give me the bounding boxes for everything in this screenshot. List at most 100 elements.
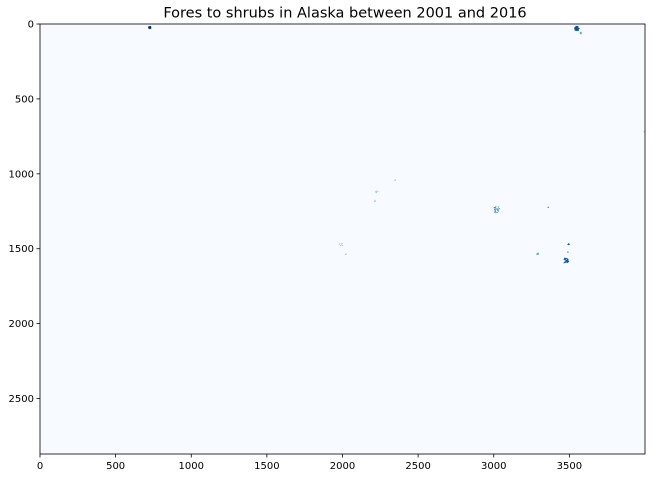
- change-pixel: [576, 26, 578, 28]
- change-pixel: [496, 208, 498, 210]
- change-pixel: [498, 208, 500, 210]
- change-pixel: [575, 29, 577, 31]
- change-pixel: [497, 208, 499, 210]
- change-pixel: [580, 31, 582, 33]
- change-pixel: [575, 25, 577, 27]
- change-pixel: [340, 243, 342, 245]
- change-pixel: [340, 245, 342, 247]
- change-pixel: [575, 27, 577, 29]
- change-pixel: [577, 27, 579, 29]
- change-pixel: [574, 29, 576, 31]
- change-pixels: [148, 25, 645, 264]
- x-tick-label: 0: [37, 461, 43, 472]
- change-pixel: [537, 252, 539, 254]
- x-tick-label: 500: [106, 461, 125, 472]
- change-pixel: [148, 26, 150, 28]
- x-tick-label: 1000: [179, 461, 204, 472]
- change-pixel: [496, 208, 498, 210]
- change-pixel: [563, 259, 565, 261]
- change-pixel: [577, 25, 579, 27]
- change-pixel: [495, 206, 497, 208]
- change-pixel: [374, 199, 376, 201]
- change-pixel: [339, 243, 341, 245]
- x-tick-label: 3000: [481, 461, 506, 472]
- change-pixel: [565, 259, 567, 261]
- change-pixel: [375, 190, 377, 192]
- change-pixel: [566, 258, 568, 260]
- change-pixel: [494, 209, 496, 211]
- heatmap-image: [40, 24, 645, 454]
- chart-title: Fores to shrubs in Alaska between 2001 a…: [163, 6, 526, 22]
- change-pixel: [375, 191, 377, 193]
- y-tick-label: 2000: [9, 319, 34, 330]
- change-pixel: [564, 258, 566, 260]
- change-pixel: [575, 28, 577, 30]
- y-tick-label: 0: [28, 20, 34, 31]
- change-pixel: [497, 206, 499, 208]
- change-pixel: [568, 244, 570, 246]
- change-pixel: [148, 27, 150, 29]
- change-pixel: [495, 212, 497, 214]
- change-pixel: [643, 131, 645, 133]
- change-pixel: [577, 27, 579, 29]
- change-pixel: [494, 209, 497, 211]
- y-tick-label: 1500: [9, 244, 34, 255]
- change-pixel: [493, 211, 495, 213]
- change-pixel: [568, 260, 570, 262]
- change-pixel: [341, 243, 343, 245]
- change-pixel: [566, 261, 568, 264]
- change-pixel: [567, 258, 569, 260]
- change-pixel: [576, 29, 578, 31]
- x-axis: 0 500 1000 1500 2000 2500 3000 3500: [37, 454, 582, 472]
- change-pixel: [493, 207, 496, 209]
- y-tick-label: 500: [15, 94, 34, 105]
- change-pixel: [575, 26, 577, 28]
- change-pixel: [567, 251, 569, 253]
- change-pixel: [536, 253, 538, 255]
- change-pixel: [576, 27, 578, 29]
- change-pixel: [577, 28, 579, 30]
- x-tick-label: 2000: [330, 461, 355, 472]
- change-pixel: [496, 212, 498, 214]
- change-pixel: [341, 245, 343, 247]
- x-tick-label: 3500: [557, 461, 582, 472]
- change-pixel: [567, 261, 569, 263]
- y-tick-label: 1000: [9, 169, 34, 180]
- change-pixel: [374, 200, 376, 202]
- change-pixel: [578, 27, 580, 29]
- change-pixel: [148, 27, 151, 29]
- change-pixel: [537, 253, 539, 255]
- change-pixel: [394, 179, 396, 181]
- x-tick-label: 2500: [405, 461, 430, 472]
- change-pixel: [373, 201, 375, 203]
- change-pixel: [565, 259, 568, 261]
- change-pixel: [567, 243, 569, 245]
- y-tick-label: 2500: [9, 394, 34, 405]
- change-pixel: [577, 30, 579, 32]
- change-pixel: [574, 28, 576, 30]
- change-pixel: [494, 207, 496, 209]
- change-pixel: [497, 209, 499, 211]
- change-pixel: [565, 260, 567, 262]
- change-pixel: [494, 207, 496, 209]
- change-pixel: [547, 206, 549, 208]
- change-pixel: [579, 32, 581, 34]
- change-pixel: [394, 179, 396, 181]
- change-pixel: [580, 33, 582, 35]
- change-pixel: [495, 211, 497, 213]
- change-pixel: [497, 210, 499, 212]
- change-pixel: [377, 191, 379, 193]
- change-pixel: [345, 253, 347, 255]
- y-axis: 0 500 1000 1500 2000 2500: [9, 20, 40, 405]
- change-pixel: [564, 261, 566, 263]
- change-pixel: [149, 26, 151, 28]
- change-pixel: [375, 192, 378, 194]
- change-pixel: [150, 27, 152, 29]
- change-pixel: [563, 262, 565, 264]
- change-pixel: [567, 259, 569, 261]
- change-pixel: [564, 257, 566, 259]
- change-pixel: [568, 243, 570, 245]
- change-pixel: [564, 259, 566, 261]
- change-pixel: [574, 27, 576, 29]
